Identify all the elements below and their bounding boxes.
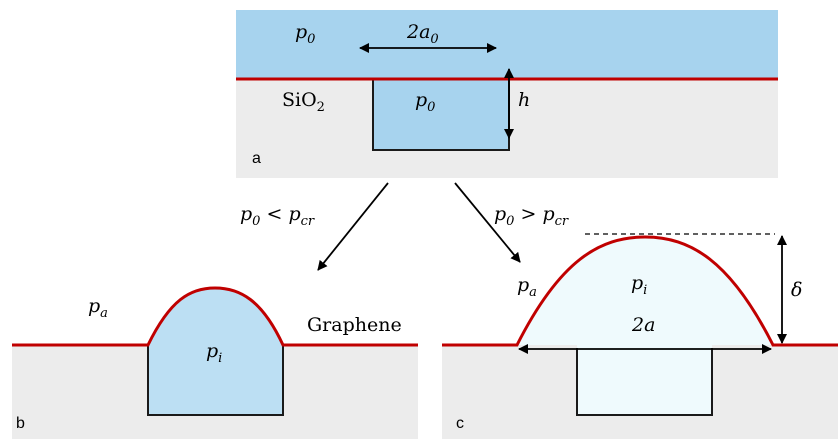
diagram: p0 2a0 SiO2 p0 h a p0 < pcr p0 > pcr pa … — [0, 0, 838, 439]
membrane-label: Graphene — [307, 314, 402, 336]
depth-label: h — [518, 89, 530, 111]
panel-label: b — [16, 415, 25, 432]
pressure-label: pa — [88, 295, 108, 321]
panel-label: c — [456, 415, 464, 432]
condition-label: p0 < pcr — [240, 203, 315, 229]
pressure-label: pa — [517, 274, 537, 300]
cavity — [373, 79, 509, 150]
deflection-label: δ — [791, 279, 802, 301]
width-label: 2a — [631, 314, 655, 336]
page: p0 2a0 SiO2 p0 h a p0 < pcr p0 > pcr pa … — [0, 0, 838, 439]
panel-label: a — [252, 150, 261, 167]
gas-region — [236, 10, 778, 79]
panel-b: pa Graphene pi b — [12, 288, 418, 439]
bulge — [148, 288, 283, 345]
cavity — [577, 345, 712, 415]
panel-c: pa pi δ 2a c — [442, 234, 838, 439]
branch-arrow — [318, 183, 388, 270]
panel-a: p0 2a0 SiO2 p0 h a — [236, 10, 778, 178]
condition-label: p0 > pcr — [494, 203, 569, 229]
